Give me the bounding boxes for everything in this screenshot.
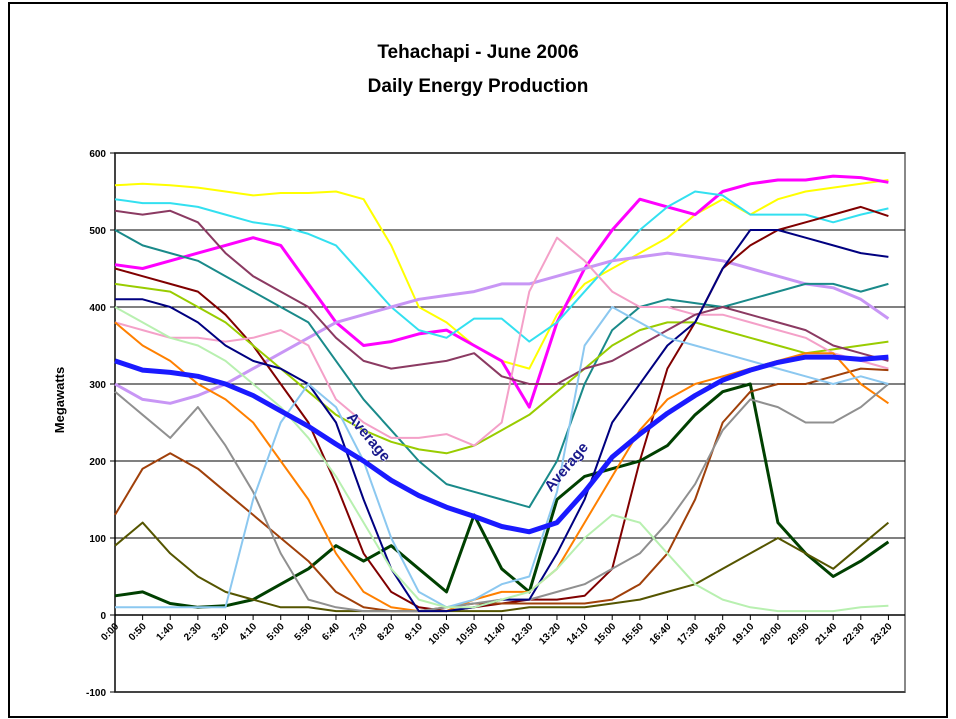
y-tick-label: -100 (86, 688, 106, 699)
series-line (114, 354, 889, 535)
series-line (114, 174, 889, 409)
y-tick-label: 400 (89, 303, 106, 314)
series-line (114, 282, 889, 455)
series-line (114, 209, 889, 385)
series-line (114, 521, 890, 613)
y-tick-label: 100 (89, 534, 106, 545)
y-tick-label: 500 (89, 226, 106, 237)
y-axis-label: Megawatts (52, 367, 67, 433)
series-line (114, 382, 890, 609)
chart-title: Tehachapi - June 2006 (377, 42, 578, 63)
series-line (114, 229, 889, 509)
series-line (114, 236, 889, 447)
series-line (115, 306, 889, 609)
y-tick-label: 300 (89, 380, 106, 391)
series-line (114, 306, 889, 613)
chart-subtitle: Daily Energy Production (368, 76, 589, 97)
y-tick-label: 200 (89, 457, 106, 468)
y-tick-label: 0 (100, 611, 106, 622)
series-line (114, 251, 890, 405)
series-line (114, 367, 889, 613)
series-line (114, 190, 889, 343)
y-tick-label: 600 (89, 149, 106, 160)
